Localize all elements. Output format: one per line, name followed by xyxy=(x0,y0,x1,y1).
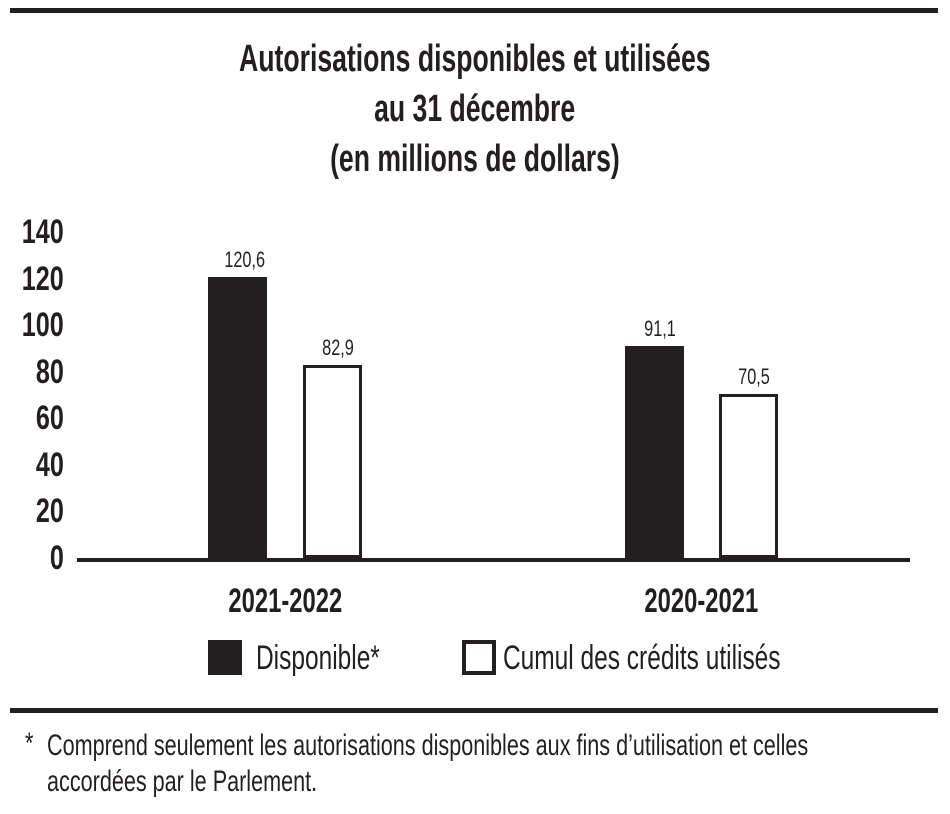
footnote: * Comprend seulement les autorisations d… xyxy=(25,727,905,800)
chart-title-line-1: Autorisations disponibles et utilisées xyxy=(239,38,711,80)
bar-value-label-outlined-2020-2021: 70,5 xyxy=(738,364,770,389)
footnote-line-1: Comprend seulement les autorisations dis… xyxy=(47,729,809,762)
x-axis-baseline xyxy=(77,558,910,562)
top-rule xyxy=(10,8,938,13)
footnote-line-2: accordées par le Parlement. xyxy=(47,765,318,798)
bar-value-label-outlined-2021-2022: 82,9 xyxy=(322,335,354,360)
bar-outlined-2020-2021 xyxy=(719,394,778,558)
y-axis-tick-0: 0 xyxy=(49,539,64,577)
chart-title: Autorisations disponibles et utilisées a… xyxy=(0,34,950,184)
y-axis-tick-20: 20 xyxy=(36,492,64,531)
bar-solid-2020-2021 xyxy=(625,346,684,558)
legend-swatch-outlined xyxy=(462,640,496,675)
y-axis-tick-140: 140 xyxy=(22,213,64,251)
y-axis-tick-60: 60 xyxy=(36,399,64,438)
legend-label-1: Disponible* xyxy=(256,639,380,677)
x-axis-category-2020-2021: 2020-2021 xyxy=(644,582,759,620)
bar-outlined-2021-2022 xyxy=(303,365,362,558)
footnote-separator-rule xyxy=(10,708,938,713)
chart-title-line-2: au 31 décembre xyxy=(374,88,576,130)
bar-solid-2021-2022 xyxy=(208,277,267,558)
y-axis-tick-100: 100 xyxy=(22,306,64,345)
x-axis-category-2021-2022: 2021-2022 xyxy=(228,582,342,620)
bar-value-label-solid-2021-2022: 120,6 xyxy=(224,247,266,272)
y-axis-tick-40: 40 xyxy=(36,445,64,484)
legend-swatch-solid xyxy=(208,640,242,675)
legend-label-2: Cumul des crédits utilisés xyxy=(503,639,781,677)
bar-value-label-solid-2020-2021: 91,1 xyxy=(644,316,676,341)
y-axis-tick-80: 80 xyxy=(36,352,64,391)
chart-title-line-3: (en millions de dollars) xyxy=(330,138,620,180)
y-axis-tick-120: 120 xyxy=(22,259,64,298)
footnote-asterisk: * xyxy=(25,727,34,760)
